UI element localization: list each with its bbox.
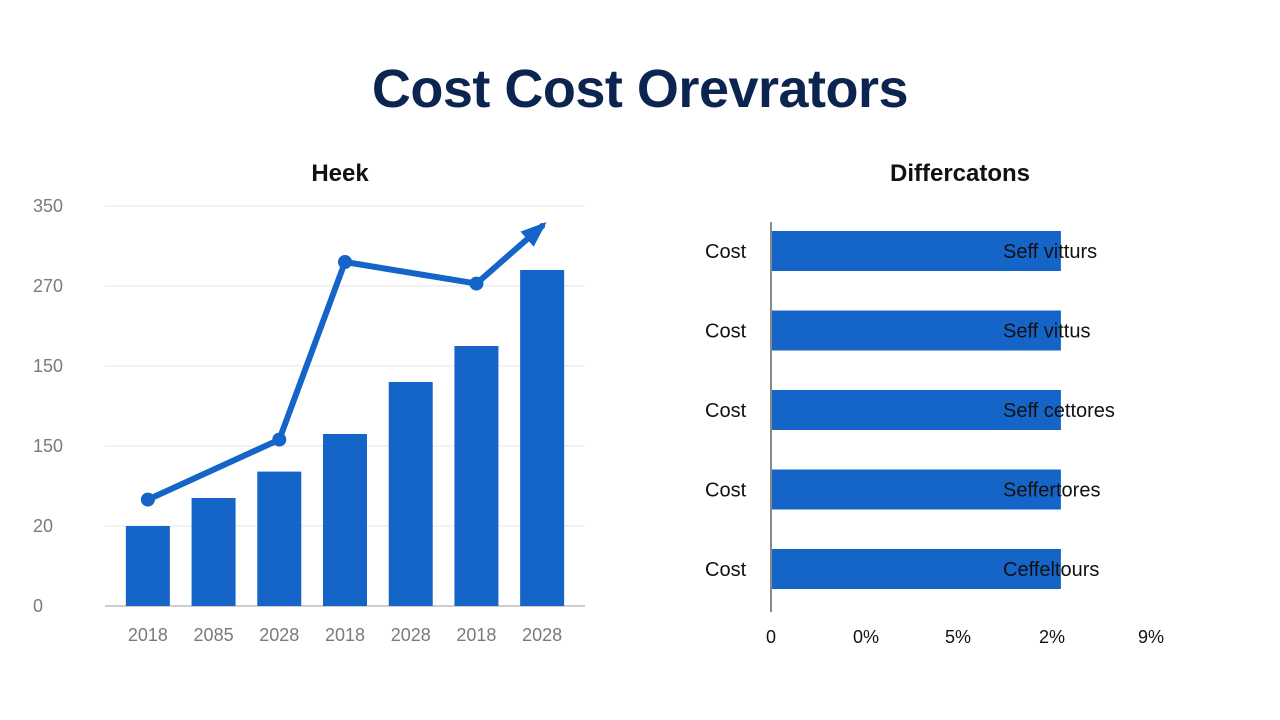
right-chart-title: Differcatons bbox=[889, 160, 1031, 187]
category-label: Cost bbox=[705, 241, 747, 263]
x-tick-label: 2% bbox=[1039, 627, 1065, 647]
bar bbox=[388, 382, 433, 606]
line-point bbox=[338, 255, 352, 269]
hbar bbox=[772, 549, 1061, 589]
bar-label: Seff vittus bbox=[1003, 321, 1090, 343]
x-tick-label: 2018 bbox=[128, 625, 168, 645]
y-tick-label: 150 bbox=[33, 436, 63, 456]
line-point bbox=[469, 276, 484, 291]
line-point bbox=[140, 492, 155, 507]
bar bbox=[191, 498, 236, 606]
bar bbox=[257, 471, 302, 606]
category-label: Cost bbox=[705, 321, 747, 343]
y-tick-label: 350 bbox=[33, 196, 63, 216]
trend-arrow-head bbox=[520, 222, 547, 247]
x-tick-label: 2028 bbox=[259, 625, 299, 645]
category-label: Cost bbox=[705, 400, 747, 422]
x-tick-label: 2028 bbox=[391, 625, 431, 645]
line-point bbox=[272, 432, 287, 447]
x-tick-label: 2018 bbox=[456, 625, 496, 645]
x-tick-label: 2018 bbox=[325, 625, 365, 645]
bar-label: Seffertores bbox=[1003, 480, 1100, 502]
category-label: Cost bbox=[705, 480, 747, 502]
bar bbox=[323, 434, 367, 606]
x-tick-label: 0% bbox=[853, 627, 879, 647]
hbar bbox=[772, 390, 1061, 430]
bar bbox=[454, 346, 499, 606]
y-tick-label: 270 bbox=[33, 276, 63, 296]
x-tick-label: 5% bbox=[945, 627, 971, 647]
bar-label: Ceffeltours bbox=[1003, 559, 1099, 581]
x-tick-label: 9% bbox=[1138, 627, 1164, 647]
main-title: Cost Cost Orevrators bbox=[371, 59, 909, 119]
bar-label: Seff cettores bbox=[1003, 400, 1115, 422]
hbar bbox=[772, 310, 1061, 351]
left-chart-title: Heek bbox=[311, 160, 369, 187]
y-tick-label: 20 bbox=[33, 516, 53, 536]
hbar bbox=[772, 469, 1061, 510]
x-tick-label: 2028 bbox=[522, 625, 562, 645]
x-tick-label: 0 bbox=[766, 627, 776, 647]
y-tick-label: 0 bbox=[33, 596, 43, 616]
bar-label: Seff vitturs bbox=[1003, 241, 1097, 263]
bar bbox=[125, 526, 170, 606]
bar bbox=[520, 270, 565, 606]
x-tick-label: 2085 bbox=[194, 625, 234, 645]
hbar bbox=[772, 231, 1061, 271]
y-tick-label: 150 bbox=[33, 356, 63, 376]
category-label: Cost bbox=[705, 559, 747, 581]
